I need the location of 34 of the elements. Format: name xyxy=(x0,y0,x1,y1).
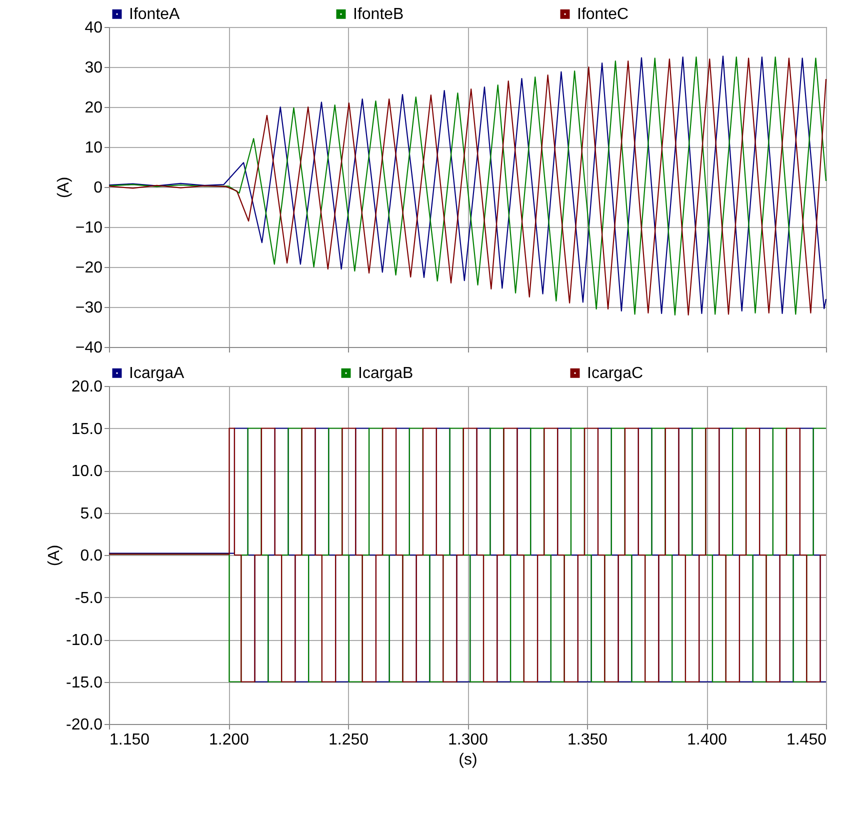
y-tick-label: -5.0 xyxy=(74,590,103,607)
x-tick-label: 1.250 xyxy=(328,732,369,748)
y-tick-label: -15.0 xyxy=(66,674,103,692)
y-tick-label: 0 xyxy=(94,180,103,196)
y-tick-label: 30 xyxy=(84,60,103,76)
y-tick-label: 10.0 xyxy=(71,463,103,480)
legend-label: IfonteC xyxy=(577,6,629,24)
y-tick-label: 10 xyxy=(84,140,103,156)
y-tick-label: 15.0 xyxy=(71,420,103,438)
x-tick-label: 1.450 xyxy=(786,732,827,748)
x-tick-label: 1.350 xyxy=(567,732,608,748)
y-axis-title: (A) xyxy=(46,544,64,566)
y-tick-label: 5.0 xyxy=(80,505,103,522)
x-tick-label: 1.200 xyxy=(208,732,250,748)
y-tick-label: −20 xyxy=(75,260,103,276)
y-tick-label: 0.0 xyxy=(80,548,103,564)
legend-label: IfonteA xyxy=(129,6,180,24)
legend-label: IcargaB xyxy=(358,365,414,382)
x-tick-label: 1.150 xyxy=(110,732,150,748)
legend-label: IcargaC xyxy=(587,365,644,382)
y-tick-label: −30 xyxy=(75,300,103,316)
y-tick-label: -10.0 xyxy=(66,632,103,649)
legend-label: IfonteB xyxy=(353,6,404,24)
x-tick-label: 1.300 xyxy=(448,732,488,748)
y-tick-label: −10 xyxy=(75,220,103,236)
y-tick-label: 20.0 xyxy=(71,378,103,396)
y-tick-label: 20 xyxy=(84,100,103,116)
legend-label: IcargaA xyxy=(129,365,184,382)
y-axis-title: (A) xyxy=(55,176,72,198)
x-tick-label: 1.400 xyxy=(686,732,728,748)
y-tick-label: 40 xyxy=(84,20,103,36)
y-tick-label: −40 xyxy=(75,340,103,356)
x-axis-title: (s) xyxy=(458,752,478,768)
y-tick-label: -20.0 xyxy=(66,716,103,734)
